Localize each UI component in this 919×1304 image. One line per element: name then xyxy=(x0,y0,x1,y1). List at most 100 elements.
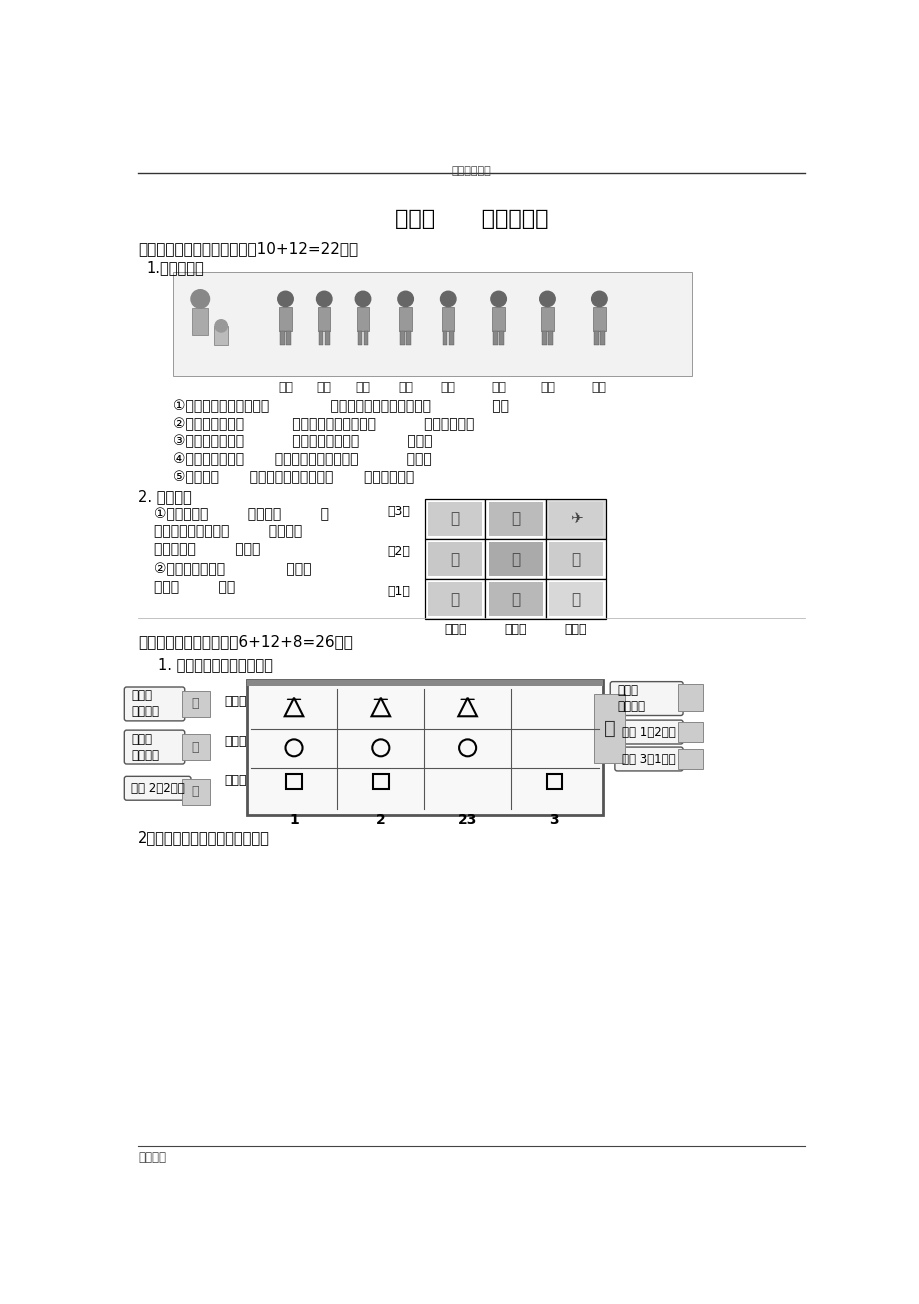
Text: 第三层: 第三层 xyxy=(224,695,246,708)
Bar xyxy=(677,683,702,711)
Circle shape xyxy=(539,291,554,306)
Text: 我住在
的左面。: 我住在 的左面。 xyxy=(131,733,159,762)
FancyBboxPatch shape xyxy=(614,747,682,771)
Text: 猫: 猫 xyxy=(511,552,519,567)
Bar xyxy=(545,579,606,619)
Text: 23: 23 xyxy=(458,812,477,827)
Text: ②小菊的前面有（           ）个小朋友，后面有（           ）个小朋友。: ②小菊的前面有（ ）个小朋友，后面有（ ）个小朋友。 xyxy=(173,417,474,430)
Bar xyxy=(546,775,562,789)
Text: 第3层: 第3层 xyxy=(388,505,410,518)
Bar xyxy=(492,306,505,331)
Bar xyxy=(427,583,482,617)
Text: 我住在
的上面。: 我住在 的上面。 xyxy=(617,685,644,713)
Text: 2、先找座位（连线），再填空。: 2、先找座位（连线），再填空。 xyxy=(138,831,270,845)
Text: 小菊: 小菊 xyxy=(440,381,455,394)
Text: 猫: 猫 xyxy=(603,719,615,738)
Bar xyxy=(182,778,210,805)
Bar xyxy=(279,331,284,346)
Text: 3: 3 xyxy=(549,812,559,827)
Circle shape xyxy=(355,291,370,306)
Bar xyxy=(485,579,545,619)
Bar xyxy=(599,331,604,346)
Text: 我住 1层2号。: 我住 1层2号。 xyxy=(621,725,675,738)
Bar xyxy=(182,691,210,717)
Bar xyxy=(485,539,545,579)
Text: 1. 送小动物回家。（连线）: 1. 送小动物回家。（连线） xyxy=(157,657,272,672)
Bar xyxy=(286,331,290,346)
Text: 猫: 猫 xyxy=(450,592,460,606)
Bar xyxy=(549,583,603,617)
Text: 小花: 小花 xyxy=(398,381,413,394)
Text: 蛇: 蛇 xyxy=(571,592,580,606)
Text: ①排在最前面的同学是（              ），排在最后面的同学是（              ）。: ①排在最前面的同学是（ ），排在最后面的同学是（ ）。 xyxy=(173,399,508,413)
Bar xyxy=(677,722,702,742)
Circle shape xyxy=(191,289,210,308)
Text: ⑤小明的（       ）面是小军，小华的（       ）面是小明。: ⑤小明的（ ）面是小军，小华的（ ）面是小明。 xyxy=(173,469,414,484)
Text: 狗: 狗 xyxy=(450,552,460,567)
Text: 第1层: 第1层 xyxy=(388,585,410,599)
Bar xyxy=(540,306,553,331)
Text: 熊: 熊 xyxy=(511,511,519,527)
Circle shape xyxy=(591,291,607,306)
Text: 我住 2层2号。: 我住 2层2号。 xyxy=(131,782,185,794)
Bar xyxy=(488,583,542,617)
Bar xyxy=(400,331,404,346)
Text: 兔: 兔 xyxy=(192,785,199,798)
Text: 猫: 猫 xyxy=(511,592,519,606)
Bar xyxy=(442,331,447,346)
Bar xyxy=(192,308,208,335)
Bar xyxy=(549,542,603,576)
Bar xyxy=(427,502,482,536)
Text: 1: 1 xyxy=(289,812,299,827)
Text: 猫: 猫 xyxy=(192,741,199,754)
Text: 第二层: 第二层 xyxy=(224,734,246,747)
Circle shape xyxy=(491,291,505,306)
Bar xyxy=(541,331,546,346)
Text: 2. 玩具屋。: 2. 玩具屋。 xyxy=(138,489,192,505)
Bar xyxy=(441,306,454,331)
Circle shape xyxy=(215,319,227,333)
Bar xyxy=(488,502,542,536)
Bar xyxy=(593,306,605,331)
Bar xyxy=(246,681,603,686)
Circle shape xyxy=(397,291,413,306)
Text: ③小红在小兰的（           ）面，在小刚的（           ）面。: ③小红在小兰的（ ）面，在小刚的（ ）面。 xyxy=(173,434,432,449)
Text: 小兰: 小兰 xyxy=(278,381,292,394)
Bar xyxy=(173,273,692,376)
Bar xyxy=(182,734,210,760)
Circle shape xyxy=(316,291,332,306)
Bar xyxy=(406,331,411,346)
Text: 二、画一画，连一连。（6+12+8=26分）: 二、画一画，连一连。（6+12+8=26分） xyxy=(138,634,353,649)
Bar xyxy=(594,331,598,346)
Text: 小明: 小明 xyxy=(539,381,554,394)
Bar xyxy=(246,681,603,815)
Bar xyxy=(357,331,362,346)
Bar xyxy=(545,499,606,539)
Bar xyxy=(427,542,482,576)
Text: 小刚: 小刚 xyxy=(355,381,370,394)
Text: 第２格: 第２格 xyxy=(504,623,527,636)
Text: 一、辨认方向，确定位置。（10+12=22分）: 一、辨认方向，确定位置。（10+12=22分） xyxy=(138,241,358,256)
Bar xyxy=(485,499,545,539)
Text: 1.排队体检。: 1.排队体检。 xyxy=(146,261,203,275)
Text: 猫: 猫 xyxy=(192,698,199,711)
Circle shape xyxy=(440,291,456,306)
Bar xyxy=(594,694,624,763)
Text: 小华: 小华 xyxy=(491,381,505,394)
Bar xyxy=(214,326,228,346)
Bar xyxy=(324,331,329,346)
Bar xyxy=(318,306,330,331)
FancyBboxPatch shape xyxy=(614,720,682,745)
Text: ✈: ✈ xyxy=(569,511,582,527)
Bar xyxy=(399,306,412,331)
Bar xyxy=(425,539,485,579)
Text: 精彩文档: 精彩文档 xyxy=(138,1151,166,1164)
Bar xyxy=(448,331,453,346)
Text: 小红: 小红 xyxy=(316,381,332,394)
Text: 面是（         ）。: 面是（ ）。 xyxy=(153,580,234,595)
Text: 第３格: 第３格 xyxy=(564,623,586,636)
Text: 我住在
的右面。: 我住在 的右面。 xyxy=(131,690,159,719)
Text: 第１格: 第１格 xyxy=(444,623,466,636)
Bar xyxy=(425,579,485,619)
Bar xyxy=(373,775,388,789)
